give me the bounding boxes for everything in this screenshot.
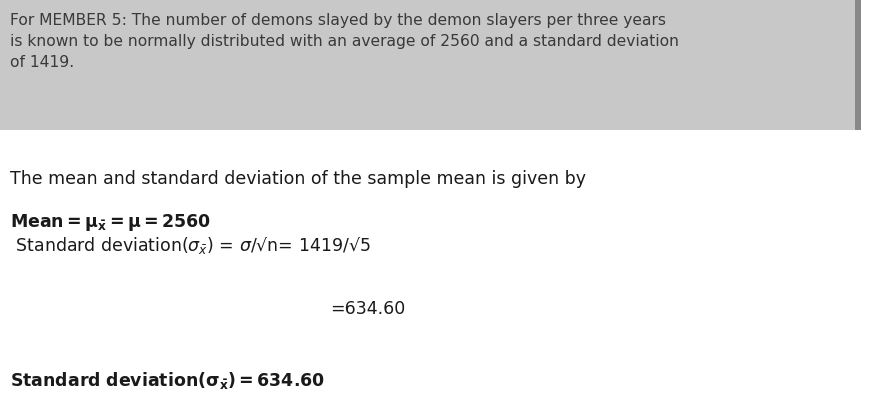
- Text: Standard deviation($\sigma_{\bar{x}}$) = $\sigma$/√n= 1419/√5: Standard deviation($\sigma_{\bar{x}}$) =…: [10, 235, 371, 256]
- Bar: [854, 0, 860, 130]
- Text: The mean and standard deviation of the sample mean is given by: The mean and standard deviation of the s…: [10, 170, 586, 188]
- Bar: [0, 0, 854, 130]
- Text: For MEMBER 5: The number of demons slayed by the demon slayers per three years
i: For MEMBER 5: The number of demons slaye…: [10, 13, 678, 70]
- Text: $\mathbf{Standard\ deviation(\sigma_{\bar{x}}) = 634.60}$: $\mathbf{Standard\ deviation(\sigma_{\ba…: [10, 370, 325, 391]
- Text: $\mathbf{Mean= \mu_{\bar{x}} = \mu = 2560}$: $\mathbf{Mean= \mu_{\bar{x}} = \mu = 256…: [10, 212, 211, 233]
- Text: =634.60: =634.60: [329, 300, 405, 318]
